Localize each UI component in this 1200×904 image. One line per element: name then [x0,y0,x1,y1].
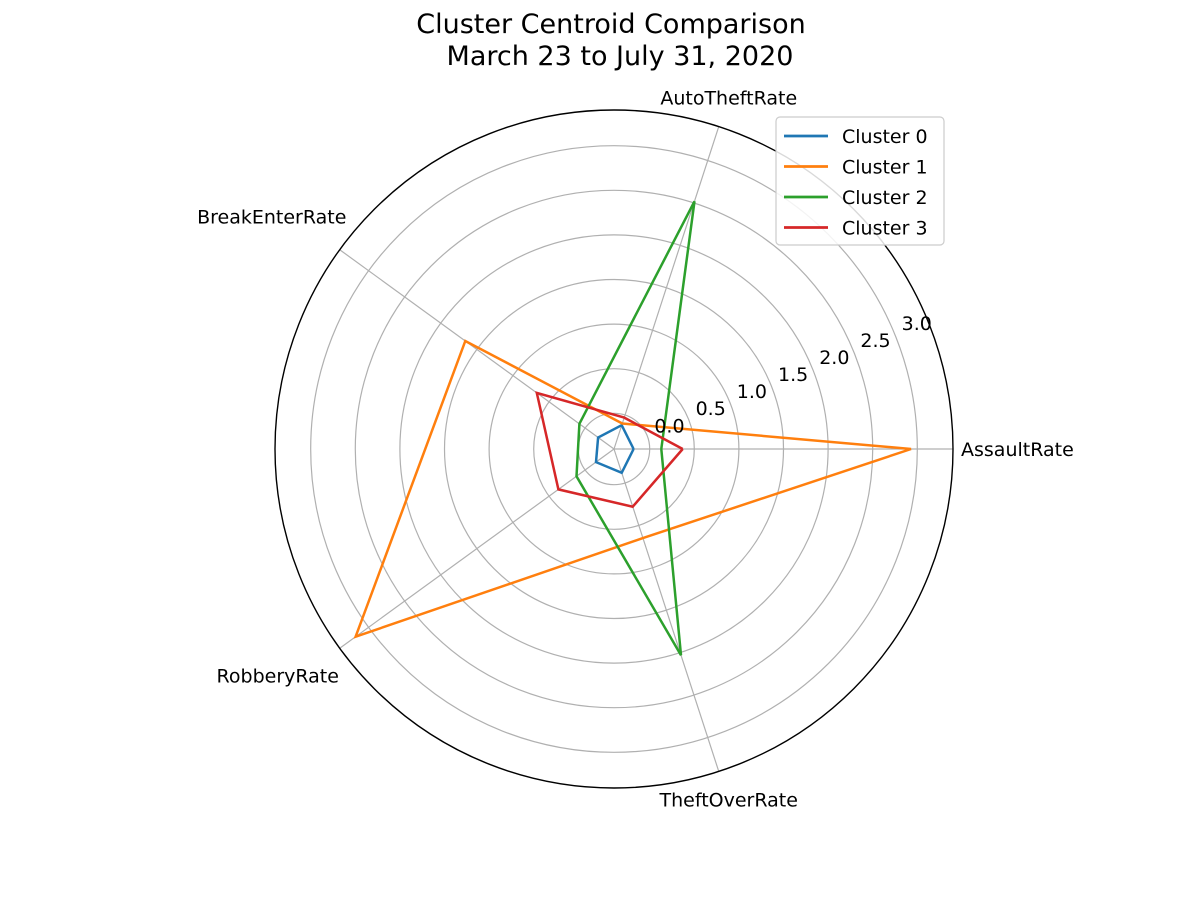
r-tick-label-6: 3.0 [902,313,932,335]
spoke-AutoTheftRate [613,126,720,450]
chart-subtitle: March 23 to July 31, 2020 [447,41,794,72]
spoke-BreakEnterRate [339,249,615,450]
r-tick-label-2: 1.0 [737,381,767,403]
chart-title: Cluster Centroid Comparison [416,9,805,40]
polar-frame [274,109,954,789]
legend-label-cluster-3: Cluster 3 [842,218,928,240]
axis-label-BreakEnterRate: BreakEnterRate [197,207,346,229]
r-tick-label-1: 0.5 [696,398,726,420]
label-layer: 0.0 0.5 1.0 1.5 2.0 2.5 3.0 AssaultRate AutoThef… [197,88,1074,812]
r-tick-label-5: 2.5 [860,330,890,352]
spoke-RobberyRate [339,448,615,649]
r-tick-label-3: 1.5 [778,364,808,386]
r-tick-label-4: 2.0 [819,347,849,369]
legend-label-cluster-1: Cluster 1 [842,157,928,179]
series-line-cluster-1 [353,339,912,639]
series-line-cluster-2 [575,200,696,656]
axis-label-TheftOverRate: TheftOverRate [659,789,798,811]
legend-label-cluster-0: Cluster 0 [842,126,928,148]
axis-label-AssaultRate: AssaultRate [961,439,1074,461]
series-line-cluster-0 [594,423,635,475]
spoke-TheftOverRate [613,448,720,772]
series-layer [353,200,912,656]
series-line-cluster-3 [535,391,684,509]
axis-label-AutoTheftRate: AutoTheftRate [660,88,797,110]
axis-label-RobberyRate: RobberyRate [217,665,339,687]
legend-box [775,116,945,246]
legend-label-cluster-2: Cluster 2 [842,187,928,209]
legend: Cluster 0 Cluster 1 Cluster 2 Cluster 3 [775,116,945,246]
grid-layer [274,109,954,789]
r-tick-label-0: 0.0 [654,415,684,437]
